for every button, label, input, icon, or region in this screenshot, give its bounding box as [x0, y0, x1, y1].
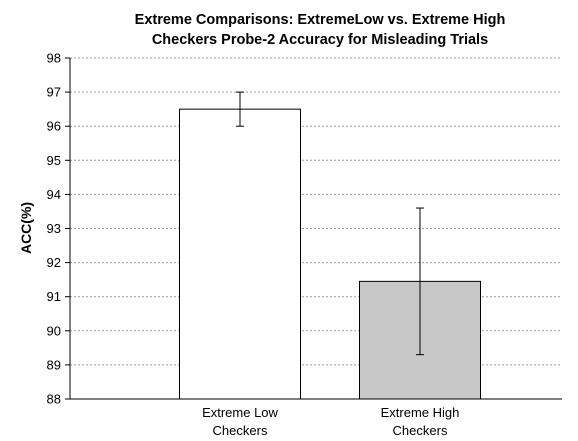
category-label: Extreme High	[381, 405, 460, 420]
y-tick-label: 93	[47, 221, 61, 236]
y-tick-label: 89	[47, 357, 61, 372]
bars	[179, 108, 481, 400]
y-tick-label: 88	[47, 392, 61, 407]
y-tick-labels: 88 89 90 91 92 93 94 95 96 97 98	[47, 51, 61, 407]
chart-title-line-1: Extreme Comparisons: ExtremeLow vs. Extr…	[135, 12, 506, 28]
gridlines	[70, 57, 562, 366]
y-tick-label: 90	[47, 323, 61, 338]
bar	[179, 108, 301, 400]
y-axis-label: ACC(%)	[18, 202, 34, 254]
y-tick-label: 95	[47, 153, 61, 168]
y-tick-label: 98	[47, 51, 61, 66]
category-label: Extreme Low	[202, 405, 278, 420]
y-tick-label: 96	[47, 119, 61, 134]
y-tick-label: 91	[47, 289, 61, 304]
y-tick-label: 94	[47, 187, 61, 202]
chart-title-line-2: Checkers Probe-2 Accuracy for Misleading…	[152, 32, 488, 48]
category-label: Checkers	[393, 423, 448, 438]
axes	[65, 57, 562, 400]
category-labels: Extreme Low Checkers Extreme High Checkers	[202, 405, 459, 438]
category-label: Checkers	[213, 423, 268, 438]
error-bars	[236, 91, 424, 356]
y-tick-label: 92	[47, 255, 61, 270]
y-tick-label: 97	[47, 85, 61, 100]
